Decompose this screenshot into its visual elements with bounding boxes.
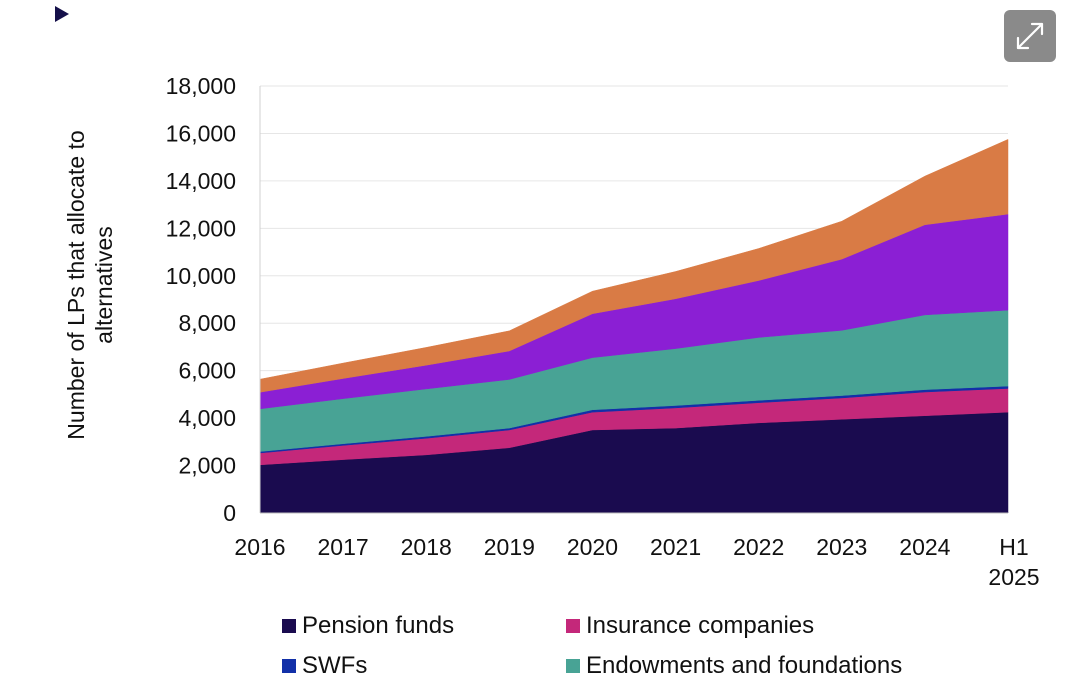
y-tick-label: 18,000 <box>166 73 236 99</box>
legend-swatch <box>566 659 580 673</box>
area-series <box>259 138 1009 514</box>
y-tick-label: 2,000 <box>178 453 236 479</box>
y-axis-label: Number of LPs that allocate toalternativ… <box>63 130 117 439</box>
legend-swatch <box>566 619 580 633</box>
area-series-5 <box>259 138 1009 393</box>
y-tick-label: 14,000 <box>166 168 236 194</box>
y-tick-label: 8,000 <box>178 310 236 336</box>
legend-label: SWFs <box>302 652 368 679</box>
expand-button[interactable] <box>1004 10 1056 62</box>
y-tick-label: 16,000 <box>166 120 236 146</box>
legend-label: Endowments and foundations <box>586 652 903 679</box>
y-tick-label: 0 <box>223 500 236 526</box>
x-tick-label: H1 2025 <box>988 534 1039 590</box>
x-tick-label: 2018 <box>401 534 452 560</box>
y-tick-label: 10,000 <box>166 263 236 289</box>
legend-item: Pension funds <box>282 612 454 640</box>
legend-item: Insurance companies <box>566 612 814 640</box>
x-tick-label: 2023 <box>816 534 867 560</box>
x-tick-label: 2021 <box>650 534 701 560</box>
legend-label: Insurance companies <box>586 612 815 639</box>
legend-swatch <box>282 659 296 673</box>
legend-label: Pension funds <box>302 612 455 639</box>
axes <box>259 86 1008 514</box>
legend-item: SWFs <box>282 652 367 680</box>
x-tick-label: 2020 <box>567 534 618 560</box>
y-tick-label: 12,000 <box>166 215 236 241</box>
stacked-area-chart: 0 2,000 4,000 6,000 8,000 10,000 12,000 14,000 1… <box>63 73 1040 590</box>
y-tick-label: 6,000 <box>178 358 236 384</box>
legend-swatch <box>282 619 296 633</box>
x-tick-label: 2017 <box>318 534 369 560</box>
legend-item: Endowments and foundations <box>566 652 902 680</box>
x-tick-label: 2022 <box>733 534 784 560</box>
x-tick-label: 2024 <box>899 534 950 560</box>
y-tick-label: 4,000 <box>178 405 236 431</box>
x-tick-label: 2016 <box>234 534 285 560</box>
expand-icon <box>1016 22 1044 50</box>
x-tick-labels: 2016 2017 2018 2019 2020 2021 2022 2023 2024 H1 20… <box>234 534 1039 590</box>
play-triangle-icon[interactable] <box>55 6 69 22</box>
y-tick-labels: 0 2,000 4,000 6,000 8,000 10,000 12,000 14,000 1… <box>166 73 236 526</box>
x-tick-label: 2019 <box>484 534 535 560</box>
